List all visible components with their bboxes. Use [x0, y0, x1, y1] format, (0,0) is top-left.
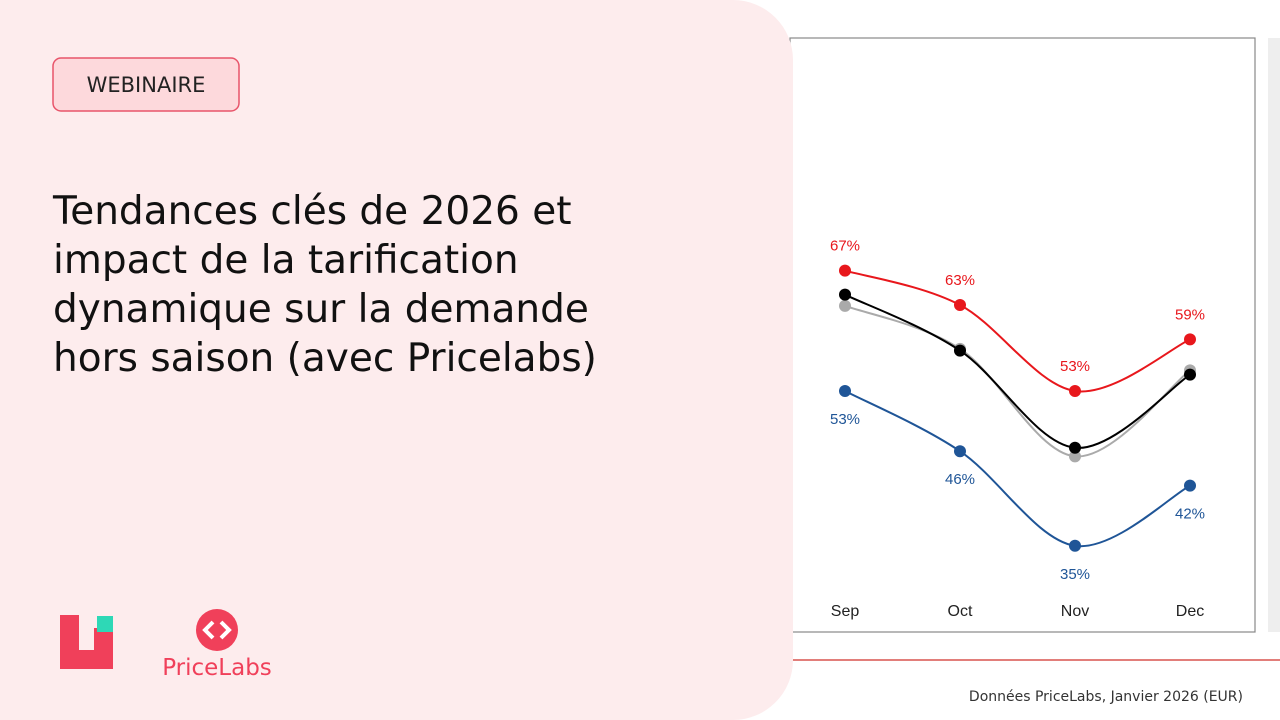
value-label: 63%	[945, 272, 975, 289]
left-panel	[0, 0, 793, 720]
value-label: 53%	[830, 411, 860, 428]
caption: Données PriceLabs, Janvier 2026 (EUR)	[969, 689, 1243, 705]
point	[839, 264, 851, 277]
title-line: dynamique sur la demande	[53, 287, 589, 332]
point	[1069, 450, 1081, 463]
badge-box	[52, 57, 240, 112]
point	[954, 344, 966, 357]
value-label: 35%	[1060, 566, 1090, 583]
title-line: Tendances clés de 2026 et	[52, 189, 572, 234]
point	[1184, 333, 1196, 346]
point	[954, 299, 966, 311]
value-label: 46%	[945, 471, 975, 488]
point	[839, 299, 851, 312]
chart-frame	[789, 37, 1256, 633]
point	[1069, 441, 1081, 454]
side-strip	[1268, 38, 1280, 632]
point	[839, 385, 851, 397]
point	[1184, 479, 1196, 492]
value-label: 59%	[1175, 306, 1205, 323]
title-line: impact de la tarification	[53, 238, 519, 283]
series-line	[844, 293, 1191, 449]
logo-accent	[97, 616, 113, 632]
x-tick-label: Nov	[1061, 603, 1089, 620]
series-line	[844, 390, 1191, 548]
point	[1069, 539, 1081, 552]
brand: PriceLabs	[162, 655, 272, 681]
x-tick-label: Dec	[1176, 603, 1204, 620]
value-label: 53%	[1060, 358, 1090, 375]
series-line	[844, 269, 1191, 393]
series-line	[844, 304, 1191, 458]
point	[839, 288, 851, 301]
x-tick-label: Sep	[831, 603, 860, 620]
badge: WEBINAIRE	[87, 73, 206, 97]
point	[1184, 368, 1196, 381]
title-line: hors saison (avec Pricelabs)	[53, 336, 597, 381]
value-label: 42%	[1175, 506, 1205, 523]
brand-icon-glyph	[202, 620, 232, 640]
point	[954, 445, 966, 458]
x-tick-label: Oct	[948, 603, 973, 620]
point	[1069, 385, 1081, 397]
chart: Sep Oct Nov Dec 67% 63% 53% 59% 53% 46% 35% 42%	[830, 238, 1205, 620]
brand-icon	[196, 609, 238, 651]
value-label: 67%	[830, 238, 860, 255]
